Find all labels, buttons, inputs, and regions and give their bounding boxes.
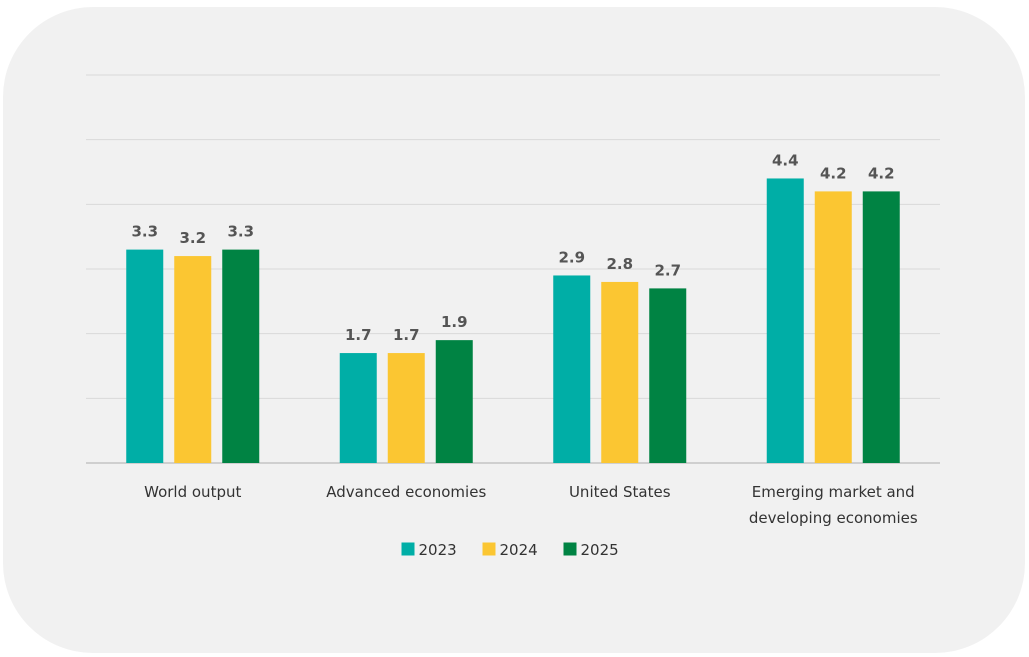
- value-labels: 3.3 3.2 3.3 1.7 1.7 1.9 2.9 2.8 2.7 4.4 4.2 4.2: [131, 151, 894, 344]
- category-label: United States: [569, 483, 671, 501]
- category-labels: World output Advanced economies United Sta…: [144, 483, 918, 527]
- data-label: 3.3: [227, 223, 254, 241]
- legend: 2023 2024 2025: [401, 541, 619, 559]
- bar-2025-1: [435, 340, 473, 463]
- bars: [126, 178, 900, 463]
- bar-2024-2: [601, 281, 639, 463]
- data-label: 4.2: [868, 164, 895, 182]
- data-label: 2.8: [606, 255, 633, 273]
- bar-2023-3: [766, 178, 804, 463]
- data-label: 1.7: [393, 326, 420, 344]
- legend-swatch: [563, 542, 577, 556]
- gridlines: [86, 74, 940, 464]
- data-label: 2.7: [654, 261, 681, 279]
- data-label: 3.3: [131, 223, 158, 241]
- data-label: 1.7: [345, 326, 372, 344]
- legend-item-2024: 2024: [482, 541, 538, 559]
- data-label: 2.9: [558, 248, 585, 266]
- legend-swatch: [401, 542, 415, 556]
- category-label: World output: [144, 483, 241, 501]
- bar-2023-1: [339, 353, 377, 463]
- data-label: 4.4: [772, 151, 799, 169]
- legend-item-2023: 2023: [401, 541, 457, 559]
- legend-label: 2024: [500, 541, 538, 559]
- data-label: 3.2: [179, 229, 206, 247]
- legend-swatch: [482, 542, 496, 556]
- category-label: Emerging market and developing economies: [749, 483, 918, 527]
- bar-2024-3: [814, 191, 852, 463]
- category-label: Advanced economies: [326, 483, 486, 501]
- bar-2024-1: [387, 353, 425, 463]
- data-label: 4.2: [820, 164, 847, 182]
- bar-2025-0: [222, 249, 260, 463]
- legend-label: 2023: [419, 541, 457, 559]
- bar-2023-0: [126, 249, 164, 463]
- bar-2023-2: [553, 275, 591, 463]
- bar-2025-3: [862, 191, 900, 463]
- data-label: 1.9: [441, 313, 468, 331]
- bar-2025-2: [649, 288, 687, 463]
- legend-label: 2025: [581, 541, 619, 559]
- bar-2024-0: [174, 256, 212, 463]
- chart-card: [3, 7, 1025, 653]
- legend-item-2025: 2025: [563, 541, 619, 559]
